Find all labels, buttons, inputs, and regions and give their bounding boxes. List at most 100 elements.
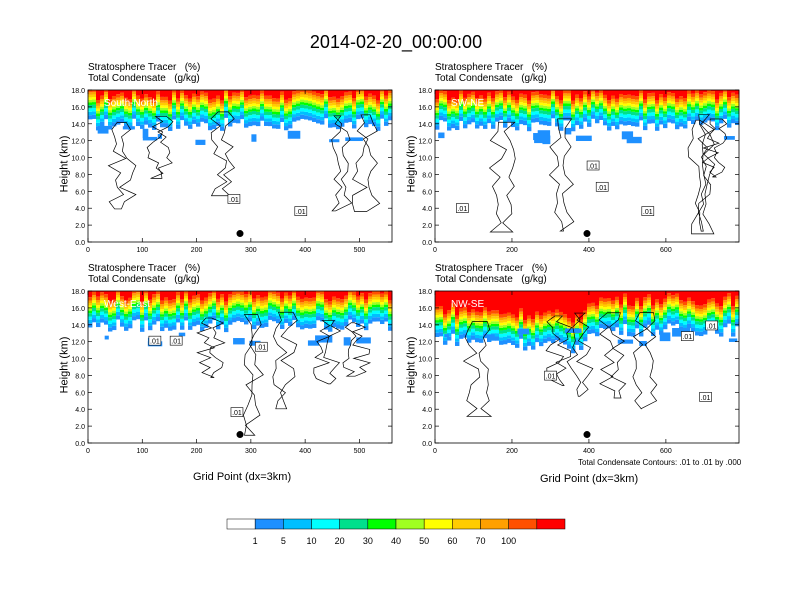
panel-subtitle-2: Total Condensate (g/kg) — [88, 274, 200, 285]
contour-label: .01 — [546, 374, 556, 381]
plot-frame — [434, 290, 740, 444]
contour-label-box — [456, 203, 469, 213]
x-tick-label: 200 — [191, 247, 203, 254]
y-tick-label: 0.0 — [422, 240, 432, 247]
y-tick-label: 12.0 — [71, 340, 85, 347]
x-tick-label: 200 — [191, 448, 203, 455]
colorbar-label: 60 — [447, 536, 457, 546]
contour-label-box — [544, 370, 557, 381]
y-tick-label: 14.0 — [71, 122, 85, 129]
contour-label-box — [294, 206, 308, 216]
colorbar-swatch — [283, 518, 312, 530]
y-tick-label: 6.0 — [75, 390, 85, 397]
y-tick-label: 4.0 — [75, 206, 85, 213]
y-tick-label: 2.0 — [75, 424, 85, 431]
x-tick-label: 600 — [660, 448, 672, 455]
tracer-field — [435, 90, 740, 145]
y-tick-label: 14.0 — [418, 122, 432, 129]
y-tick-label: 14.0 — [71, 323, 85, 330]
x-tick-label: 0 — [86, 448, 90, 455]
contour-label: .01 — [643, 209, 653, 216]
x-tick-label: 300 — [245, 448, 257, 455]
contour-label-box — [230, 407, 244, 417]
y-tick-label: 2.0 — [422, 223, 432, 230]
panel-subtitle-1: Stratosphere Tracer (%) — [435, 62, 548, 73]
y-tick-label: 18.0 — [418, 289, 432, 296]
plot-frame — [434, 89, 740, 243]
contour-label: .01 — [701, 395, 711, 402]
x-tick-label: 0 — [86, 247, 90, 254]
x-tick-label: 200 — [506, 247, 518, 254]
y-tick-label: 16.0 — [418, 306, 432, 313]
panel-subtitle-2: Total Condensate (g/kg) — [435, 73, 547, 84]
contour-label: .01 — [682, 334, 692, 341]
colorbar-label: 50 — [419, 536, 429, 546]
colorbar-swatch — [311, 518, 340, 530]
x-axis-label: Grid Point (dx=3km) — [193, 471, 292, 483]
contour-label-box — [705, 320, 718, 331]
colorbar-label: 40 — [391, 536, 401, 546]
panel-label: NW-SE — [451, 299, 484, 310]
contour-label-box — [595, 181, 609, 192]
panel-subtitle-1: Stratosphere Tracer (%) — [88, 263, 201, 274]
x-tick-label: 400 — [583, 247, 595, 254]
contour-label: .01 — [256, 345, 266, 352]
x-tick-label: 400 — [299, 247, 311, 254]
contour-label: .01 — [457, 206, 467, 213]
condensate-contours — [462, 312, 658, 417]
colorbar-label: 5 — [281, 536, 286, 546]
location-marker — [583, 431, 591, 439]
x-tick-label: 100 — [136, 247, 148, 254]
x-tick-label: 500 — [354, 448, 366, 455]
colorbar-swatch — [508, 518, 538, 530]
colorbar-label: 10 — [306, 536, 316, 546]
colorbar-swatch — [226, 518, 256, 530]
panel-sw-ne: Stratosphere Tracer (%) Total Condensate… — [405, 62, 765, 277]
colorbar-label: 100 — [501, 536, 516, 546]
contour-label-box — [681, 331, 694, 341]
x-tick-label: 400 — [583, 448, 595, 455]
y-tick-label: 18.0 — [418, 88, 432, 95]
colorbar-swatch — [367, 518, 397, 530]
panel-label: SW-NE — [451, 98, 484, 109]
colorbar-swatch — [536, 518, 566, 530]
condensate-contours — [196, 311, 372, 436]
tracer-field — [88, 90, 393, 145]
location-marker — [583, 230, 591, 238]
y-tick-label: 18.0 — [71, 289, 85, 296]
y-tick-label: 18.0 — [71, 88, 85, 95]
tracer-field — [435, 291, 740, 354]
contour-label: .01 — [150, 339, 160, 346]
x-tick-label: 0 — [433, 247, 437, 254]
panel-south-north: Stratosphere Tracer (%) Total Condensate… — [58, 62, 418, 277]
panel-label: South-North — [104, 98, 158, 109]
heatmap-plot: .01 .01 .01 .01 NW-SE 0.0 2.0 4.0 6.0 8.0 10.0 12.0… — [418, 289, 740, 455]
panel-subtitle-1: Stratosphere Tracer (%) — [435, 263, 548, 274]
y-tick-label: 8.0 — [422, 172, 432, 179]
contour-note: Total Condensate Contours: .01 to .01 by… — [578, 458, 742, 467]
contour-label: .01 — [597, 185, 607, 192]
y-tick-label: 8.0 — [422, 373, 432, 380]
location-marker — [236, 230, 244, 238]
y-tick-label: 8.0 — [75, 172, 85, 179]
y-tick-label: 0.0 — [422, 441, 432, 448]
y-tick-label: 12.0 — [418, 139, 432, 146]
contour-label-box — [699, 392, 712, 402]
contour-label-box — [641, 206, 655, 216]
y-tick-label: 16.0 — [71, 105, 85, 112]
contour-label: .01 — [588, 164, 598, 171]
panel-subtitle-2: Total Condensate (g/kg) — [88, 73, 200, 84]
y-tick-label: 2.0 — [422, 424, 432, 431]
y-tick-label: 0.0 — [75, 240, 85, 247]
colorbar-swatch — [480, 518, 509, 530]
condensate-contours — [488, 114, 728, 235]
contour-label: .01 — [171, 339, 181, 346]
contour-label: .01 — [296, 209, 306, 216]
y-tick-label: 2.0 — [75, 223, 85, 230]
figure-title: 2014-02-20_00:00:00 — [309, 32, 483, 52]
y-tick-label: 10.0 — [418, 156, 432, 163]
y-tick-label: 12.0 — [71, 139, 85, 146]
y-tick-label: 12.0 — [418, 340, 432, 347]
colorbar-swatch — [452, 518, 481, 530]
colorbar-label: 20 — [335, 536, 345, 546]
